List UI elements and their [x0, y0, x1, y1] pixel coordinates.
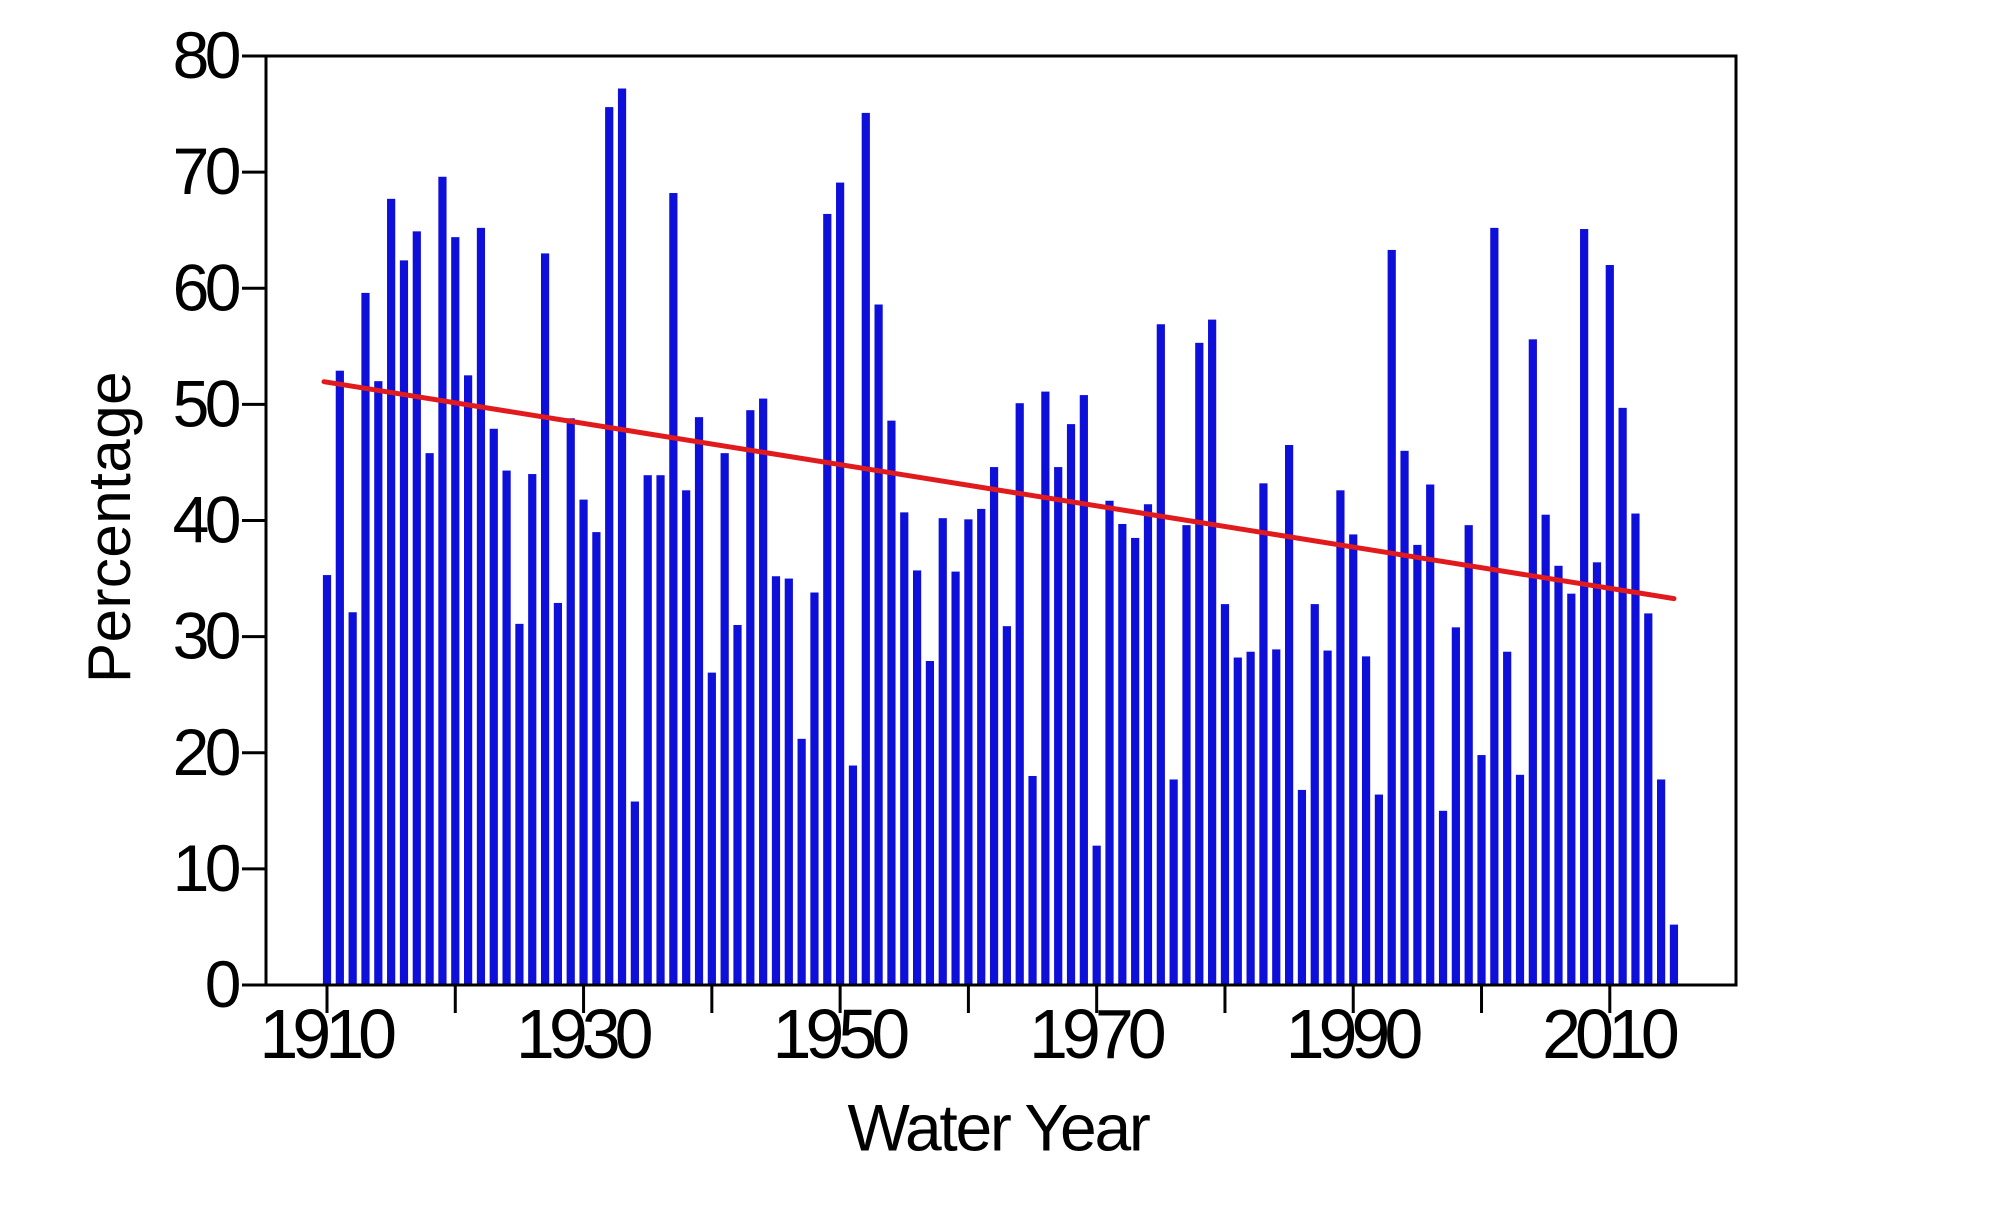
svg-text:10: 10 [173, 831, 240, 905]
svg-text:0: 0 [205, 947, 240, 1021]
svg-text:2010: 2010 [1542, 995, 1678, 1073]
svg-text:50: 50 [173, 366, 240, 440]
svg-text:70: 70 [173, 134, 240, 208]
svg-text:80: 80 [173, 18, 240, 92]
svg-text:1950: 1950 [772, 995, 908, 1073]
svg-text:1970: 1970 [1029, 995, 1165, 1073]
svg-text:60: 60 [173, 250, 240, 324]
svg-text:Percentage: Percentage [76, 371, 143, 683]
svg-text:20: 20 [173, 715, 240, 789]
svg-text:Water Year: Water Year [847, 1091, 1149, 1165]
svg-text:1930: 1930 [516, 995, 652, 1073]
svg-text:1990: 1990 [1286, 995, 1422, 1073]
svg-text:30: 30 [173, 599, 240, 673]
svg-text:40: 40 [173, 483, 240, 557]
svg-text:1910: 1910 [259, 995, 395, 1073]
